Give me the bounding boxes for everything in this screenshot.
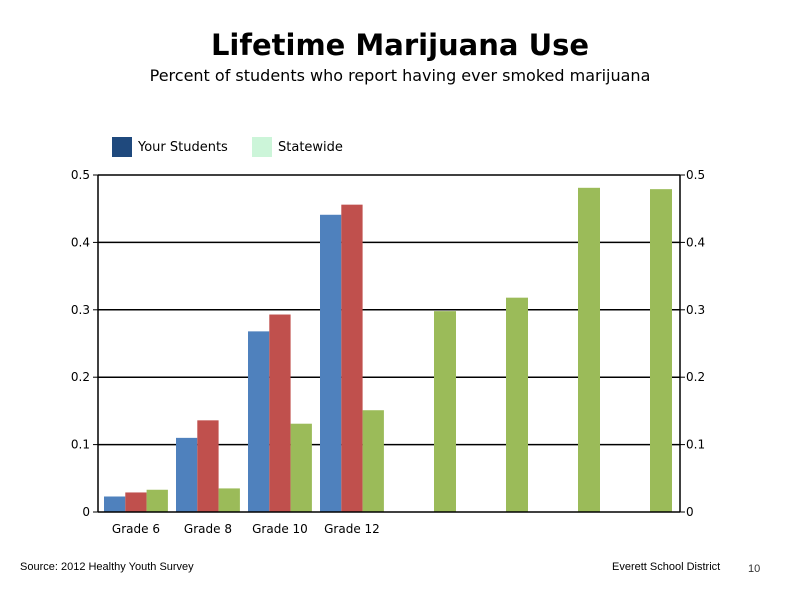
bar [506,297,528,512]
bar [146,489,168,512]
y2-tick-label: 0.2 [686,370,705,384]
legend-label: Your Students [138,139,228,155]
bar [434,311,456,512]
y2-tick-label: 0.1 [686,438,705,452]
page-number: 10 [748,563,761,575]
source-note: Source: 2012 Healthy Youth Survey [20,561,194,573]
y2-tick-label: 0.3 [686,303,705,317]
bar [578,187,600,512]
legend-label: Statewide [278,139,343,155]
y-tick-label: 0.4 [71,235,90,249]
bar [320,214,342,513]
bar [269,314,291,512]
legend-swatch [112,137,132,157]
bar [341,204,363,512]
y2-tick-label: 0.5 [686,168,705,182]
x-tick-label: Grade 12 [324,522,380,536]
y-tick-label: 0.2 [71,370,90,384]
bar [218,488,240,512]
chart-title: Lifetime Marijuana Use [210,28,590,62]
district-name: Everett School District [612,561,721,573]
y2-tick-label: 0 [686,505,694,519]
bar [197,420,219,512]
bar [248,331,270,512]
x-tick-label: Grade 10 [252,522,308,536]
bar [176,437,198,512]
bar [104,496,126,512]
legend-item-your-students: Your Students [112,137,228,157]
legend-item-statewide: Statewide [252,137,343,157]
bar [650,189,672,513]
bar [290,423,312,512]
y2-tick-label: 0.4 [686,235,705,249]
legend-swatch [252,137,272,157]
y-tick-label: 0.1 [71,438,90,452]
y-tick-label: 0 [82,505,90,519]
y-tick-label: 0.3 [71,303,90,317]
bar [362,410,384,512]
bar [125,492,147,512]
y-tick-label: 0.5 [71,168,90,182]
chart-subtitle: Percent of students who report having ev… [149,66,651,85]
x-tick-label: Grade 6 [112,522,160,536]
x-tick-label: Grade 8 [184,522,232,536]
